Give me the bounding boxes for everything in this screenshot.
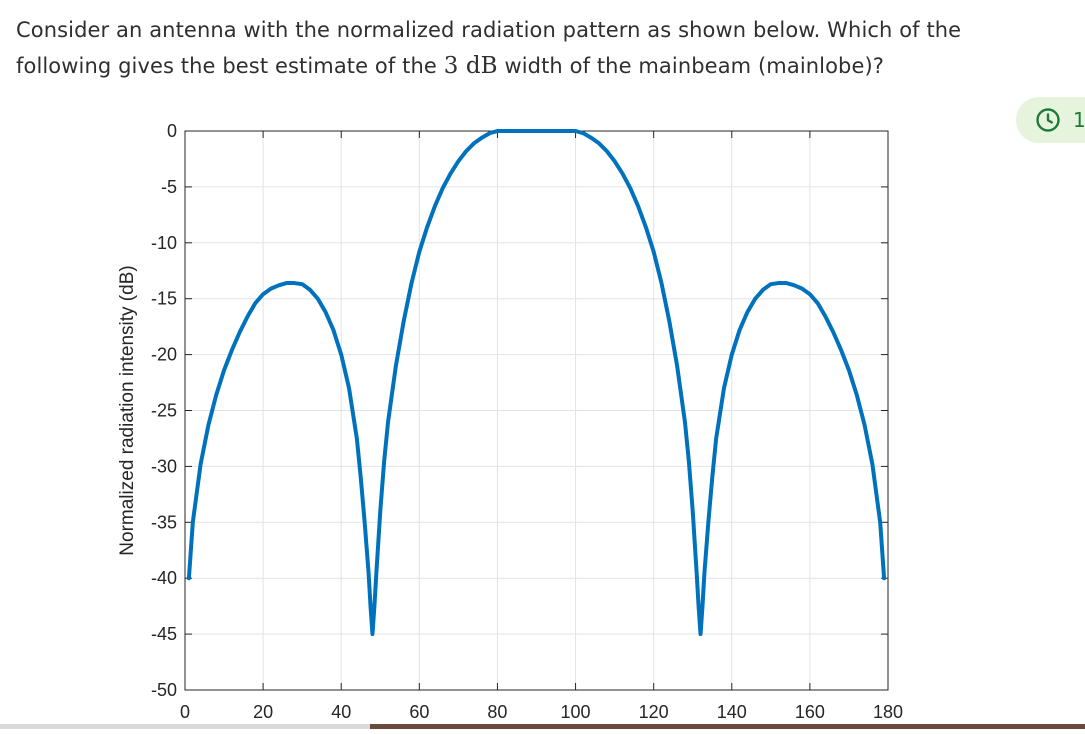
y-tick-label-3: -15 [151,289,177,309]
x-tick-label-6: 120 [639,702,669,722]
x-tick-label-8: 160 [795,702,825,722]
question-text: Consider an antenna with the normalized … [16,12,1085,84]
series-line-0 [186,129,887,637]
y-tick-label-6: -30 [151,456,177,476]
question-line-2-before: following gives the best estimate of the [16,54,444,78]
y-tick-label-0: 0 [167,121,177,141]
x-tick-label-5: 100 [561,702,591,722]
question-line-2: following gives the best estimate of the… [16,48,1085,84]
y-axis-label: Normalized radiation intensity (dB) [117,265,138,555]
x-tick-label-1: 20 [253,702,273,722]
y-tick-label-8: -40 [151,568,177,588]
y-tick-label-9: -45 [151,624,177,644]
clock-icon [1036,108,1060,132]
x-tick-label-3: 60 [409,702,429,722]
math-3db: 3 dB [443,53,498,79]
y-tick-label-5: -25 [151,401,177,421]
x-tick-label-9: 180 [873,702,903,722]
question-line-2-after: width of the mainbeam (mainlobe)? [497,54,885,78]
x-tick-label-0: 0 [180,702,190,722]
y-tick-label-1: -5 [161,177,177,197]
x-tick-label-4: 80 [487,702,507,722]
bottom-divider-accent [370,724,1085,729]
y-tick-label-7: -35 [151,512,177,532]
y-tick-label-2: -10 [151,233,177,253]
x-tick-label-7: 140 [717,702,747,722]
x-tick-label-2: 40 [331,702,351,722]
timer-chip[interactable]: 1 [1016,97,1085,143]
y-tick-label-4: -20 [151,345,177,365]
timer-text: 1 [1073,108,1085,132]
y-tick-label-10: -50 [151,680,177,700]
question-line-1: Consider an antenna with the normalized … [16,18,962,42]
